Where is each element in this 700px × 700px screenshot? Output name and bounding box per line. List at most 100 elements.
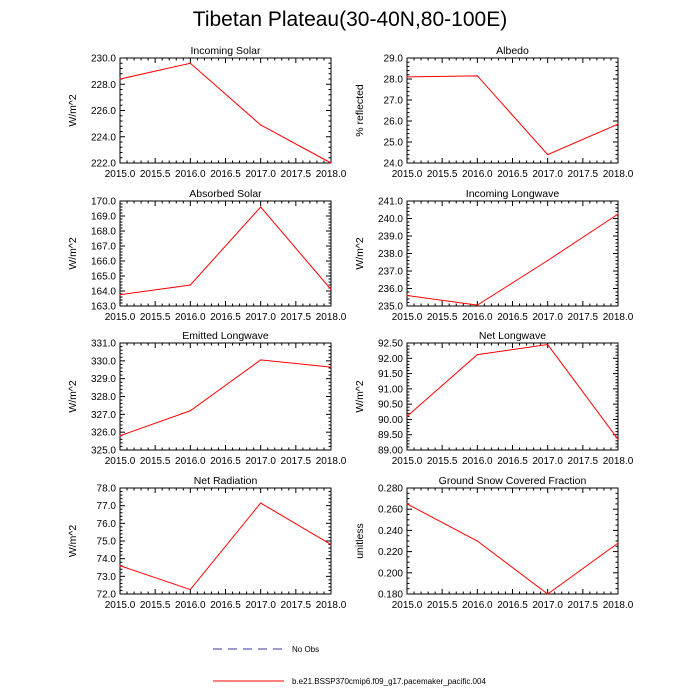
series-line [406,343,619,440]
data-point [330,543,332,546]
x-tick-label: 2017.0 [245,456,276,467]
x-tick-label: 2016.0 [175,312,206,323]
plot-frame [119,487,332,595]
figure-title: Tibetan Plateau(30-40N,80-100E) [192,8,508,31]
x-tick-label: 2015.0 [392,169,423,180]
x-tick-label: 2015.5 [427,456,458,467]
x-tick-label: 2017.5 [568,456,599,467]
y-tick-label: 92.00 [378,354,403,365]
series-line [119,502,332,591]
x-tick-label: 2015.0 [392,456,423,467]
x-tick-label: 2016.5 [210,600,241,611]
x-tick-label: 2017.5 [281,312,312,323]
x-tick-label: 2018.0 [316,456,347,467]
y-tick-label: 224.0 [91,132,116,143]
y-axis-label: % reflected [354,84,366,137]
x-tick-label: 2018.0 [316,312,347,323]
x-tick-label: 2015.5 [140,600,171,611]
y-tick-label: 168.0 [91,227,116,238]
y-tick-label: 91.50 [378,369,403,380]
data-point [330,366,332,368]
x-tick-label: 2015.0 [392,312,423,323]
y-tick-label: 25.0 [384,138,404,149]
y-tick-label: 230.0 [91,54,116,65]
x-tick-label: 2015.0 [105,312,136,323]
data-point [476,75,478,77]
y-tick-label: 169.0 [91,212,116,223]
y-tick-label: 331.0 [91,339,116,350]
y-tick-label: 89.50 [378,430,403,441]
y-tick-label: 167.0 [91,242,116,253]
y-tick-label: 226.0 [91,106,116,117]
x-tick-label: 2017.5 [568,312,599,323]
y-tick-label: 241.0 [378,197,403,208]
chart-panel-6: Net Longwave W/m^2 2015.0 2015.5 2016.0 2016.… [354,330,634,467]
data-point [406,415,408,417]
x-tick-label: 2016.0 [462,600,493,611]
x-tick-label: 2017.5 [281,600,312,611]
x-tick-label: 2015.5 [140,169,171,180]
y-axis-label: W/m^2 [67,237,79,270]
y-tick-label: 238.0 [378,249,403,260]
data-point [189,410,191,412]
data-point [547,259,549,262]
x-tick-label: 2017.0 [532,312,563,323]
x-tick-label: 2016.0 [462,456,493,467]
x-tick-label: 2018.0 [603,456,634,467]
legend-obs-label: No Obs [292,645,319,654]
y-tick-label: 92.50 [378,339,403,350]
y-tick-label: 0.240 [378,526,403,537]
data-point [189,284,191,286]
x-tick-label: 2018.0 [316,600,347,611]
panel-title: Absorbed Solar [189,188,262,200]
panel-title: Ground Snow Covered Fraction [439,475,587,487]
data-point [406,76,408,78]
x-tick-label: 2016.0 [462,169,493,180]
chart-panel-8: Ground Snow Covered Fraction unitless 2015… [354,475,634,611]
x-tick-label: 2017.0 [532,456,563,467]
y-axis-label: W/m^2 [67,380,79,413]
panel-title: Net Radiation [194,475,258,487]
y-tick-label: 76.0 [97,519,117,530]
y-tick-label: 0.260 [378,505,403,516]
y-tick-label: 327.0 [91,410,116,421]
y-tick-label: 0.280 [378,484,403,495]
y-tick-label: 237.0 [378,267,403,278]
x-tick-label: 2016.5 [210,456,241,467]
data-point [260,502,262,504]
y-tick-label: 90.00 [378,415,403,426]
x-tick-label: 2015.0 [105,600,136,611]
data-point [617,542,619,544]
panel-title: Incoming Longwave [466,188,560,200]
x-tick-label: 2017.5 [281,169,312,180]
x-tick-label: 2015.5 [427,169,458,180]
x-tick-label: 2015.5 [140,456,171,467]
y-tick-label: 29.0 [384,54,404,65]
data-point [119,78,121,80]
data-point [476,304,478,306]
y-tick-label: 27.0 [384,96,404,107]
x-tick-label: 2018.0 [603,312,634,323]
y-tick-label: 89.00 [378,446,403,457]
x-tick-label: 2017.0 [532,600,563,611]
y-tick-label: 24.0 [384,159,404,170]
y-tick-label: 0.200 [378,568,403,579]
legend-model-label: b.e21.BSSP370cmip6.f09_g17.pacemaker_pac… [292,677,486,686]
series-line [406,503,619,595]
x-tick-label: 2016.0 [462,312,493,323]
data-point [119,565,121,567]
chart-panel-7: Net Radiation W/m^2 2015.0 2015.5 2016.0 2016… [67,475,347,611]
data-point [476,354,478,356]
y-tick-label: 163.0 [91,302,116,313]
y-tick-label: 239.0 [378,232,403,243]
data-point [547,593,549,595]
plot-frame [119,342,332,451]
panel-title: Albedo [496,45,529,57]
data-point [476,540,478,542]
x-tick-label: 2016.5 [497,600,528,611]
x-tick-label: 2016.5 [210,312,241,323]
x-tick-label: 2016.0 [175,600,206,611]
x-tick-label: 2017.5 [281,456,312,467]
y-tick-label: 228.0 [91,80,116,91]
